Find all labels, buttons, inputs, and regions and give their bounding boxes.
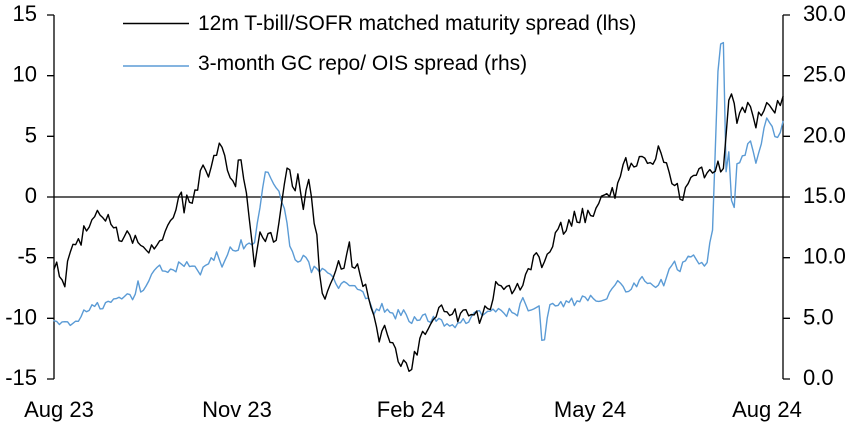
svg-text:0.0: 0.0 [803, 365, 834, 390]
svg-text:-15: -15 [5, 365, 37, 390]
svg-text:Aug 24: Aug 24 [732, 397, 802, 422]
svg-text:Nov 23: Nov 23 [202, 397, 272, 422]
svg-text:10: 10 [13, 62, 37, 87]
svg-text:10.0: 10.0 [803, 244, 846, 269]
svg-text:5.0: 5.0 [803, 304, 834, 329]
svg-text:Aug 23: Aug 23 [24, 397, 94, 422]
svg-text:Feb 24: Feb 24 [377, 397, 446, 422]
svg-text:0: 0 [25, 183, 37, 208]
svg-text:5: 5 [25, 122, 37, 147]
svg-text:20.0: 20.0 [803, 122, 846, 147]
svg-text:-10: -10 [5, 304, 37, 329]
svg-text:25.0: 25.0 [803, 62, 846, 87]
svg-text:-5: -5 [17, 244, 37, 269]
svg-text:15: 15 [13, 1, 37, 26]
svg-text:30.0: 30.0 [803, 1, 846, 26]
svg-text:15.0: 15.0 [803, 183, 846, 208]
svg-text:12m T-bill/SOFR matched maturi: 12m T-bill/SOFR matched maturity spread … [198, 12, 636, 35]
svg-text:May 24: May 24 [554, 397, 626, 422]
svg-text:3-month GC repo/ OIS spread (r: 3-month GC repo/ OIS spread (rhs) [198, 52, 527, 75]
